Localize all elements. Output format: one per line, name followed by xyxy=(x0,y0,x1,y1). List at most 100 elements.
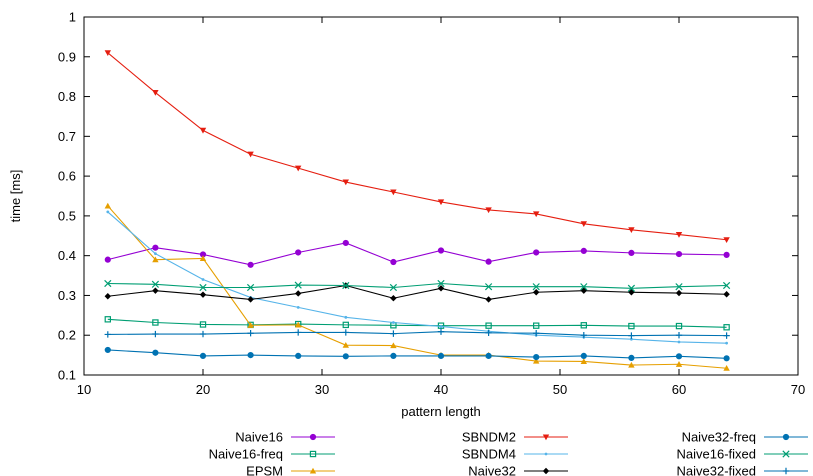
data-point xyxy=(247,322,254,328)
data-point xyxy=(580,352,587,360)
data-point xyxy=(199,330,207,338)
data-point xyxy=(342,341,349,348)
data-point xyxy=(152,244,159,251)
data-point xyxy=(533,249,540,256)
data-point xyxy=(342,353,349,360)
data-point xyxy=(533,211,540,218)
x-tick-label: 70 xyxy=(791,382,805,397)
data-point xyxy=(390,189,397,196)
data-point xyxy=(390,342,397,349)
series-line xyxy=(107,205,727,369)
data-point xyxy=(342,281,350,290)
data-point xyxy=(675,332,683,339)
data-point xyxy=(247,261,254,268)
data-point xyxy=(344,315,348,319)
data-point xyxy=(104,316,111,323)
data-point xyxy=(722,281,731,290)
data-point xyxy=(152,349,159,356)
data-point xyxy=(532,322,540,329)
data-point xyxy=(580,332,587,339)
data-point xyxy=(675,322,683,330)
data-point xyxy=(390,295,397,302)
data-point xyxy=(628,249,635,256)
data-point xyxy=(295,249,302,256)
y-tick-label: 0.6 xyxy=(58,169,76,184)
y-tick-label: 0.3 xyxy=(58,288,76,303)
series-naive16-freq xyxy=(104,316,730,331)
y-tick-label: 1 xyxy=(69,10,76,25)
data-point xyxy=(437,279,445,288)
data-point xyxy=(247,151,254,158)
x-tick-label: 60 xyxy=(672,382,686,397)
legend: Naive16 Naive16-freq EPSM SBNDM2 SBNDM4 Naive… xyxy=(209,430,808,476)
data-point xyxy=(199,321,207,328)
data-point xyxy=(580,358,587,365)
series-naive32-freq xyxy=(104,346,730,362)
plot-frame xyxy=(83,16,799,376)
legend-swatch-marker xyxy=(309,450,317,458)
data-point xyxy=(106,210,110,214)
x-tick-label: 40 xyxy=(434,382,448,397)
data-point xyxy=(390,330,397,337)
data-point xyxy=(294,281,302,289)
data-point xyxy=(628,332,635,339)
data-point xyxy=(723,355,730,362)
data-point xyxy=(437,285,445,292)
data-point xyxy=(152,256,159,263)
legend-swatch-marker xyxy=(309,467,317,474)
legend-label: SBNDM4 xyxy=(462,447,516,462)
data-point xyxy=(533,354,540,361)
legend-label: Naive32 xyxy=(468,464,516,476)
data-point xyxy=(485,352,492,360)
data-point xyxy=(485,322,492,329)
legend-swatch-marker xyxy=(309,433,317,441)
y-tick-label: 0.4 xyxy=(58,248,76,263)
legend-item: Naive16-freq xyxy=(209,447,335,462)
data-point xyxy=(723,332,730,339)
data-point xyxy=(201,278,205,281)
data-point xyxy=(675,283,683,291)
data-point xyxy=(154,252,157,256)
series-line xyxy=(107,211,727,344)
data-point xyxy=(392,321,395,324)
data-point xyxy=(295,352,302,360)
data-point xyxy=(246,283,255,292)
series-line xyxy=(107,282,727,289)
data-point xyxy=(533,330,540,337)
x-tick-label: 10 xyxy=(77,382,91,397)
legend-swatch-marker xyxy=(782,433,790,441)
data-point xyxy=(580,283,588,291)
series-naive32-fixed xyxy=(104,328,730,339)
data-point xyxy=(152,330,159,338)
data-point xyxy=(199,255,207,262)
data-point xyxy=(630,337,633,341)
y-axis-label: time [ms] xyxy=(8,170,23,223)
y-tick-label: 0.7 xyxy=(58,129,76,144)
data-point xyxy=(247,296,254,303)
data-point xyxy=(723,365,730,371)
legend-item: Naive32-freq xyxy=(682,430,808,445)
series-line xyxy=(107,318,727,328)
data-point xyxy=(151,280,160,288)
series-line xyxy=(107,331,727,337)
legend-swatch-marker xyxy=(542,434,550,441)
data-point xyxy=(296,305,300,309)
data-point xyxy=(342,239,349,247)
data-point xyxy=(437,247,445,254)
legend-swatch-marker xyxy=(782,450,790,458)
legend-label: SBNDM2 xyxy=(462,430,516,445)
data-point xyxy=(104,256,111,263)
legend-label: Naive32-freq xyxy=(682,430,756,445)
y-tick-label: 0.5 xyxy=(58,208,76,223)
data-point xyxy=(532,283,540,291)
legend-label: Naive32-fixed xyxy=(677,464,757,476)
series-epsm xyxy=(104,202,730,371)
data-point xyxy=(437,328,445,335)
legend-swatch-marker xyxy=(544,452,548,456)
legend-item: SBNDM4 xyxy=(462,447,568,462)
data-point xyxy=(485,329,492,337)
x-axis-label: pattern length xyxy=(401,404,481,419)
legend-item: Naive16 xyxy=(235,430,335,445)
data-point xyxy=(342,329,349,336)
